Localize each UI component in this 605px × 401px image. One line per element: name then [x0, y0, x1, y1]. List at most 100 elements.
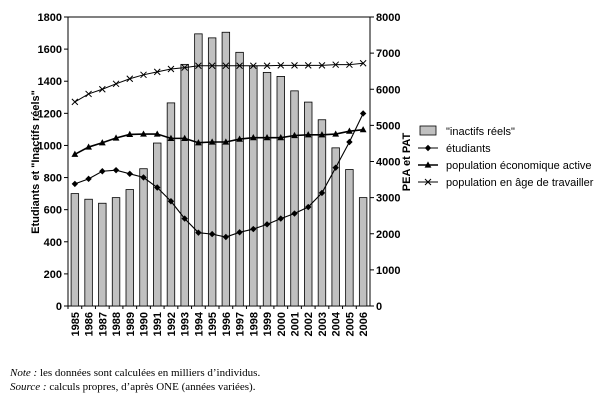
- point-triangle-2006: [359, 126, 367, 133]
- bar-inactifs-1995: [207, 37, 217, 307]
- point-x-1995: [208, 62, 216, 70]
- x-tick-label: 1985: [70, 312, 82, 336]
- bar-inactifs-1999: [262, 71, 272, 307]
- point-triangle-2003: [318, 131, 326, 138]
- right-tick-label: 7000: [376, 48, 400, 60]
- bar-inactifs-1998: [249, 65, 258, 307]
- point-triangle-1996: [222, 138, 230, 145]
- point-x-1985: [71, 98, 79, 106]
- point-diamond-2003: [318, 189, 326, 197]
- left-tick-label: 1200: [38, 108, 62, 120]
- bar-inactifs-1988: [111, 197, 121, 307]
- x-tick-label: 2005: [344, 312, 356, 336]
- source-label: Source :: [10, 381, 47, 393]
- note-label: Note :: [10, 367, 38, 379]
- bar-inactifs-1991: [153, 142, 162, 307]
- point-triangle-1989: [126, 130, 134, 138]
- point-triangle-1990: [140, 130, 147, 137]
- right-axis: 0 1000 2000 3000 4000 5000 6000 7000 8000: [370, 12, 400, 313]
- point-diamond-1990: [140, 174, 147, 181]
- point-triangle-1988: [112, 134, 120, 141]
- bar-inactifs-2003: [317, 119, 327, 307]
- bar-inactifs-2004: [331, 147, 340, 307]
- bar-inactifs-1990: [139, 168, 148, 307]
- x-tick-label: 1992: [166, 312, 178, 336]
- bar-inactifs-1994: [194, 33, 203, 307]
- x-axis: 1985 1986 1987 1988 1989 1990 1991 1992 1993 1994…: [67, 306, 370, 336]
- left-tick-label: 1800: [38, 12, 62, 24]
- point-triangle-1993: [181, 134, 189, 141]
- x-tick-label: 1986: [84, 312, 96, 336]
- bar-inactifs-1992: [166, 102, 176, 307]
- legend-label: population économique active: [446, 160, 592, 172]
- point-triangle-1986: [85, 143, 92, 150]
- point-x-1989: [126, 75, 134, 83]
- point-diamond-1991: [154, 184, 161, 191]
- bar-inactifs-1989: [125, 189, 134, 307]
- point-triangle-2005: [346, 127, 353, 134]
- line-triangle: [74, 128, 364, 155]
- point-x-2005: [346, 61, 353, 69]
- right-tick-label: 0: [376, 301, 382, 313]
- point-x-1996: [222, 62, 230, 70]
- point-triangle-1995: [208, 138, 216, 145]
- point-diamond-1997: [236, 229, 243, 236]
- point-diamond-2004: [332, 164, 339, 171]
- right-tick-label: 3000: [376, 193, 400, 205]
- point-x-2006: [359, 59, 367, 67]
- point-triangle-2001: [291, 131, 298, 139]
- point-triangle-2002: [304, 131, 312, 138]
- bar-inactifs-1993: [180, 63, 189, 307]
- legend-label: étudiants: [446, 143, 491, 155]
- x-tick-label: 1993: [180, 312, 192, 336]
- note-line: Note : les données sont calculées en mil…: [10, 367, 260, 379]
- left-tick-label: 200: [44, 269, 62, 281]
- left-tick-label: 1000: [38, 140, 62, 152]
- y-axis-right-title: PEA et PAT: [401, 132, 413, 191]
- point-diamond-1989: [126, 170, 133, 177]
- bar-inactifs-2006: [358, 197, 368, 307]
- point-triangle-1992: [167, 134, 175, 141]
- point-x-1992: [167, 65, 175, 73]
- point-x-1986: [85, 90, 92, 98]
- right-tick-label: 1000: [376, 265, 400, 277]
- right-tick-label: 6000: [376, 84, 400, 96]
- x-tick-label: 2000: [276, 312, 288, 336]
- point-diamond-1995: [208, 230, 216, 238]
- x-tick-label: 1995: [207, 312, 219, 336]
- legend-marker-triangle: [424, 161, 432, 168]
- point-x-2001: [291, 62, 298, 69]
- point-diamond-2006: [359, 110, 367, 117]
- point-diamond-1988: [112, 166, 120, 174]
- point-triangle-1998: [249, 134, 257, 141]
- left-tick-label: 400: [44, 237, 62, 249]
- x-tick-label: 1987: [97, 312, 109, 336]
- source-line: Source : calculs propres, d’après ONE (a…: [10, 381, 255, 393]
- point-x-1999: [263, 62, 271, 70]
- point-triangle-1987: [98, 139, 106, 146]
- legend-marker-diamond: [424, 144, 432, 152]
- legend-marker-x: [424, 178, 432, 186]
- point-diamond-1985: [71, 180, 79, 188]
- legend: "inactifs réels" étudiants population écon…: [418, 125, 594, 189]
- point-triangle-1999: [263, 134, 271, 141]
- bar-inactifs-1985: [70, 193, 80, 307]
- point-diamond-1998: [250, 225, 257, 233]
- x-tick-label: 1988: [111, 312, 123, 336]
- point-diamond-1996: [222, 233, 230, 241]
- point-triangle-2000: [277, 134, 285, 141]
- source-text: calculs propres, d’après ONE (années var…: [46, 381, 256, 393]
- point-triangle-1994: [195, 139, 202, 146]
- bar-inactifs-1996: [221, 31, 231, 307]
- point-diamond-1993: [181, 215, 188, 222]
- point-x-2002: [304, 62, 312, 69]
- bar-inactifs-2001: [290, 90, 299, 307]
- right-tick-label: 2000: [376, 229, 400, 241]
- point-diamond-2001: [291, 210, 298, 217]
- point-triangle-2004: [332, 130, 340, 137]
- x-tick-label: 2003: [317, 312, 329, 336]
- point-x-2003: [318, 62, 326, 69]
- x-tick-label: 1989: [125, 312, 137, 336]
- bar-inactifs-1986: [84, 198, 93, 307]
- left-tick-label: 1600: [38, 44, 62, 56]
